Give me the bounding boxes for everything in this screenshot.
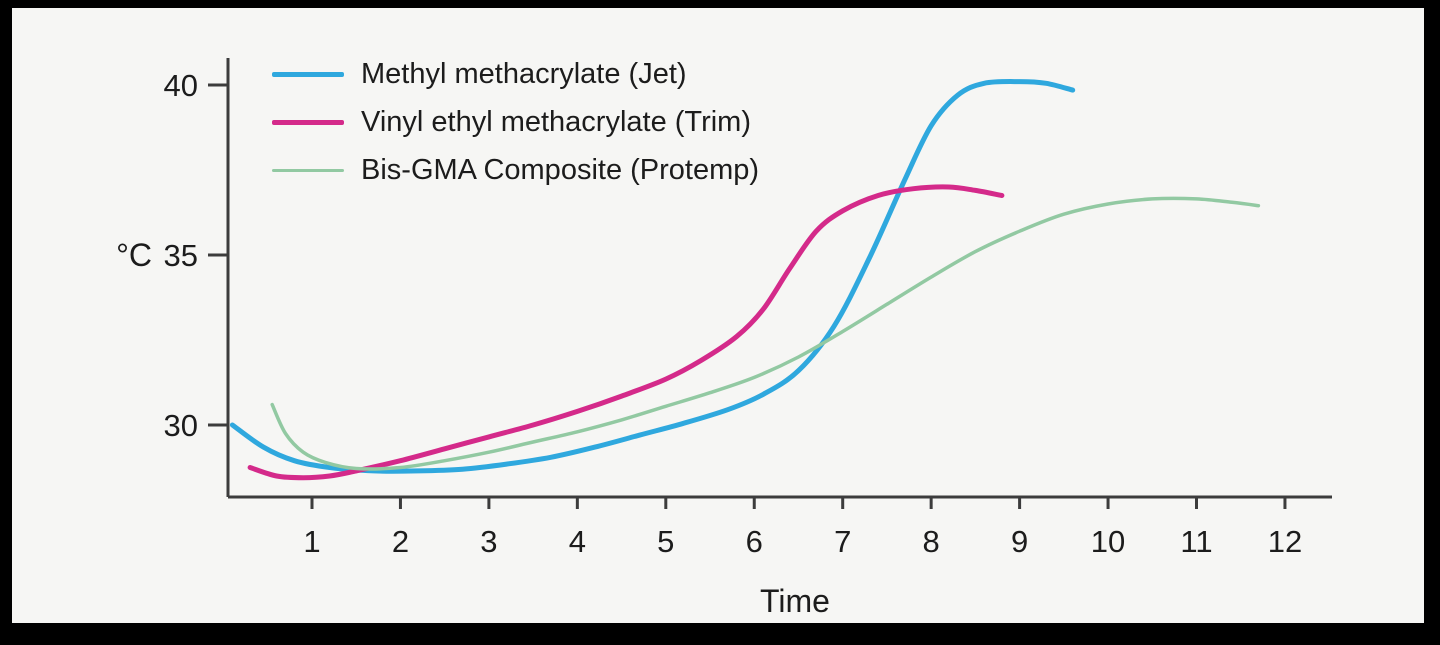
x-tick-label: 9 — [1011, 524, 1028, 559]
y-axis-title: °C — [116, 237, 152, 273]
x-tick-label: 12 — [1268, 524, 1302, 559]
series-layer — [229, 79, 1261, 481]
series-line-1 — [247, 184, 1005, 481]
x-tick-label: 1 — [303, 524, 320, 559]
y-tick-label: 40 — [164, 68, 198, 103]
x-tick-label: 11 — [1180, 524, 1212, 559]
series-line-2 — [270, 196, 1261, 471]
legend-label-1: Vinyl ethyl methacrylate (Trim) — [361, 106, 751, 138]
legend-label-2: Bis-GMA Composite (Protemp) — [361, 154, 760, 186]
legend-item-0: Methyl methacrylate (Jet) — [272, 56, 759, 93]
legend-item-1: Vinyl ethyl methacrylate (Trim) — [272, 104, 759, 141]
legend-item-2: Bis-GMA Composite (Protemp) — [272, 152, 759, 189]
chart-legend: Methyl methacrylate (Jet) Vinyl ethyl met… — [272, 56, 759, 189]
x-tick-label: 8 — [923, 524, 940, 559]
x-axis-title: Time — [760, 583, 830, 619]
y-tick-label: 35 — [164, 238, 198, 273]
legend-label-0: Methyl methacrylate (Jet) — [361, 58, 687, 90]
x-tick-label: 3 — [480, 524, 497, 559]
legend-swatch-1 — [272, 120, 344, 125]
x-tick-label: 4 — [569, 524, 586, 559]
x-tick-label: 7 — [834, 524, 851, 559]
legend-swatch-0 — [272, 72, 344, 77]
figure-background — [12, 8, 1424, 623]
series-line-0 — [229, 79, 1076, 474]
x-tick-label: 10 — [1091, 524, 1125, 559]
x-tick-label: 2 — [392, 524, 409, 559]
legend-swatch-2 — [272, 168, 344, 173]
x-tick-label: 6 — [746, 524, 763, 559]
x-tick-label: 5 — [657, 524, 674, 559]
y-tick-label: 30 — [164, 408, 198, 443]
